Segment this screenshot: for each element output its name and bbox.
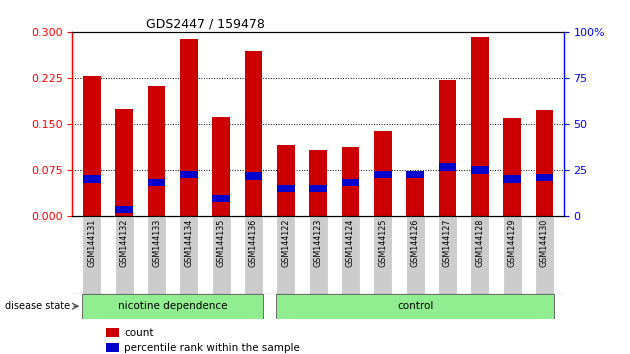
- Bar: [374, 171, 392, 178]
- Bar: [115, 109, 133, 216]
- Bar: [341, 178, 359, 186]
- Text: GSM144133: GSM144133: [152, 218, 161, 267]
- Text: GSM144128: GSM144128: [475, 218, 484, 267]
- Text: control: control: [397, 301, 433, 311]
- Bar: [277, 185, 295, 192]
- Bar: [180, 171, 198, 178]
- Bar: [341, 147, 359, 216]
- Text: GSM144124: GSM144124: [346, 218, 355, 267]
- Text: GSM144122: GSM144122: [282, 218, 290, 267]
- Bar: [309, 216, 328, 294]
- Bar: [83, 294, 263, 319]
- Bar: [83, 76, 101, 216]
- Bar: [535, 216, 554, 294]
- Bar: [115, 216, 134, 294]
- Bar: [147, 216, 166, 294]
- Bar: [438, 80, 456, 216]
- Text: GSM144131: GSM144131: [88, 218, 96, 267]
- Bar: [503, 176, 521, 183]
- Legend: count, percentile rank within the sample: count, percentile rank within the sample: [102, 324, 304, 354]
- Text: GSM144129: GSM144129: [508, 218, 517, 267]
- Text: disease state: disease state: [5, 301, 70, 311]
- Bar: [115, 206, 133, 213]
- Bar: [341, 216, 360, 294]
- Bar: [244, 172, 262, 180]
- Bar: [180, 216, 198, 294]
- Bar: [503, 118, 521, 216]
- Text: GSM144125: GSM144125: [378, 218, 387, 267]
- Bar: [309, 185, 327, 192]
- Bar: [277, 294, 554, 319]
- Bar: [244, 51, 262, 216]
- Bar: [438, 216, 457, 294]
- Text: GSM144135: GSM144135: [217, 218, 226, 267]
- Text: GDS2447 / 159478: GDS2447 / 159478: [146, 18, 265, 31]
- Text: GSM144134: GSM144134: [185, 218, 193, 267]
- Bar: [309, 150, 327, 216]
- Bar: [471, 37, 489, 216]
- Bar: [438, 163, 456, 171]
- Bar: [277, 145, 295, 216]
- Text: GSM144127: GSM144127: [443, 218, 452, 267]
- Bar: [406, 171, 424, 178]
- Text: GSM144123: GSM144123: [314, 218, 323, 267]
- Bar: [503, 216, 522, 294]
- Bar: [180, 39, 198, 216]
- Text: nicotine dependence: nicotine dependence: [118, 301, 227, 311]
- Bar: [536, 173, 553, 181]
- Bar: [374, 131, 392, 216]
- Bar: [83, 176, 101, 183]
- Bar: [406, 216, 425, 294]
- Bar: [212, 216, 231, 294]
- Bar: [212, 195, 230, 202]
- Bar: [470, 216, 490, 294]
- Bar: [244, 216, 263, 294]
- Bar: [277, 216, 295, 294]
- Bar: [471, 166, 489, 173]
- Bar: [212, 116, 230, 216]
- Text: GSM144126: GSM144126: [411, 218, 420, 267]
- Bar: [536, 110, 553, 216]
- Text: GSM144132: GSM144132: [120, 218, 129, 267]
- Bar: [83, 216, 101, 294]
- Text: GSM144136: GSM144136: [249, 218, 258, 267]
- Text: GSM144130: GSM144130: [540, 218, 549, 267]
- Bar: [406, 172, 424, 216]
- Bar: [147, 86, 166, 216]
- Bar: [373, 216, 392, 294]
- Bar: [147, 178, 166, 186]
